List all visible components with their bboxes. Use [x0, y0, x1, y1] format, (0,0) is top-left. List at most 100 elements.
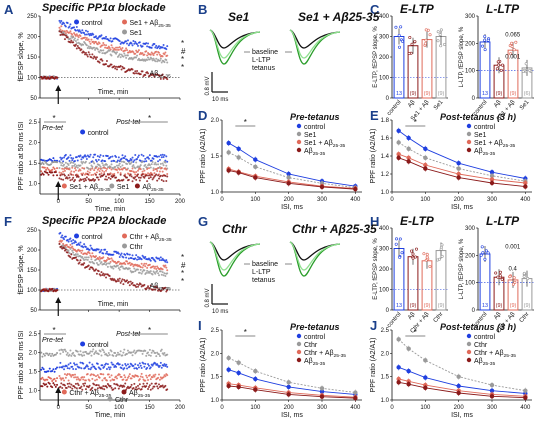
data-point [479, 253, 483, 257]
data-point-Se1 [406, 146, 411, 151]
x-tick-label: 100 [250, 405, 261, 411]
data-point-ab [78, 261, 81, 264]
data-point-ab [158, 177, 160, 180]
data-point-control [117, 156, 120, 159]
n-label: (9) [496, 91, 503, 97]
y-tick-label: 200 [27, 35, 38, 41]
data-point-ab [41, 172, 44, 175]
data-point-cthr [79, 350, 82, 353]
data-point-se1ab [88, 171, 91, 174]
data-point-se1 [64, 246, 67, 249]
category-label: control [472, 99, 488, 117]
data-point-se1 [137, 57, 140, 60]
data-point-control [97, 158, 100, 161]
category-label: Aβ [493, 99, 503, 109]
data-point-ab [80, 178, 83, 181]
significance-mark: * [148, 326, 151, 335]
data-point-se1 [84, 258, 87, 261]
data-point-control [73, 26, 76, 29]
data-point-cthrab [146, 376, 149, 379]
data-point-cthrab [133, 375, 136, 378]
data-point-ab [155, 173, 158, 176]
data-point-control [78, 29, 81, 32]
data-point-se1ab [110, 44, 113, 47]
category-label: Se1 [519, 99, 531, 112]
data-point-ab [129, 173, 132, 176]
data-point-se1ab [114, 48, 117, 51]
y-axis-label: L-LTP, fEPSP slope, % [459, 26, 465, 87]
data-point-se1 [156, 269, 159, 272]
data-point-se1 [98, 259, 101, 262]
legend-marker [122, 243, 128, 249]
data-point-se1 [82, 161, 85, 164]
data-point-se1 [116, 264, 119, 267]
fepsp-trace [289, 29, 341, 59]
data-point-se1ab [87, 38, 90, 41]
data-point-cthr [158, 355, 161, 358]
data-point-ab [118, 277, 121, 280]
fepsp-trace [289, 241, 341, 271]
data-point-se1 [88, 162, 91, 165]
data-point [407, 52, 411, 56]
y-tick-label: 2.5 [29, 332, 38, 338]
significance-mark: * [181, 63, 184, 72]
data-point-ab [71, 387, 74, 390]
data-point-control [149, 259, 152, 262]
data-point-se1ab [154, 265, 157, 268]
data-point-ab [102, 272, 105, 275]
y-axis-label: PPF ratio at 50 ms ISI [18, 331, 25, 400]
data-point-se1ab [85, 36, 88, 39]
data-point-control [52, 368, 55, 371]
data-point-ab [107, 176, 110, 179]
panel-b-right-title: Se1 + Aβ25-35 [298, 10, 380, 24]
data-point-se1 [119, 56, 122, 59]
data-point-cthrab [100, 373, 103, 376]
data-point-cthrab [84, 379, 87, 382]
data-point-Aβ25-35 [226, 168, 231, 173]
data-point-se1ab [156, 169, 159, 172]
data-point-control [116, 159, 119, 162]
data-point [428, 264, 432, 268]
data-point-ab [161, 384, 164, 387]
data-point-control [118, 256, 121, 259]
x-tick-label: 150 [145, 405, 156, 411]
data-point-ab [155, 382, 158, 385]
data-point-ab [139, 73, 142, 76]
data-point-control [286, 171, 291, 177]
data-point-control [158, 364, 161, 367]
data-point-ab [156, 385, 159, 388]
data-point-se1ab [98, 42, 101, 45]
data-point-control [161, 153, 164, 156]
data-point-se1ab [90, 255, 93, 258]
data-point-control [132, 40, 135, 43]
x-tick-label: 100 [114, 405, 125, 411]
data-point [524, 62, 528, 66]
data-point-control [128, 253, 131, 256]
data-point-control [75, 156, 78, 159]
data-point-se1ab [95, 166, 97, 169]
data-point-se1 [162, 274, 165, 277]
data-point-se1ab [130, 170, 133, 173]
y-tick-label: 1.0 [381, 398, 390, 404]
data-point-se1ab [83, 167, 86, 170]
data-point-control [66, 21, 69, 24]
data-point-ab [63, 38, 66, 41]
data-point-control [118, 363, 121, 366]
data-point-ab [51, 171, 54, 174]
data-point-control [93, 365, 96, 368]
data-point-se1ab [147, 167, 150, 170]
data-point-control [128, 365, 131, 368]
data-point-control [137, 154, 140, 157]
data-point-ab [66, 382, 69, 385]
data-point-se1ab [152, 265, 155, 268]
data-point-se1 [159, 57, 162, 60]
data-point-cthr [110, 350, 113, 353]
data-point-Se1 [253, 164, 258, 169]
scale-time: 10 ms [212, 97, 228, 103]
data-point-cthr [144, 349, 147, 352]
data-point-control [456, 161, 461, 166]
data-point-cthr [114, 352, 117, 355]
data-point-cthr [126, 352, 129, 355]
n-label: (9) [410, 303, 417, 309]
data-point-control [148, 154, 151, 157]
